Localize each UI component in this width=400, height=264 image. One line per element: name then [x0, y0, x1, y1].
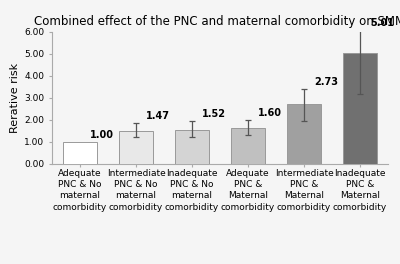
Text: 1.47: 1.47 [146, 111, 170, 121]
Text: 2.73: 2.73 [314, 77, 338, 87]
Bar [231, 129, 265, 164]
Bar [343, 53, 377, 164]
Text: 1.60: 1.60 [258, 108, 282, 118]
Y-axis label: Rerative risk: Rerative risk [10, 63, 20, 133]
Bar [287, 103, 321, 164]
Title: Combined effect of the PNC and maternal comorbidity on SMM: Combined effect of the PNC and maternal … [34, 15, 400, 28]
Text: 1.00: 1.00 [90, 130, 114, 140]
Text: 1.52: 1.52 [202, 110, 226, 119]
Text: 5.01: 5.01 [370, 18, 394, 28]
Bar [63, 142, 97, 164]
Bar [119, 131, 153, 164]
Bar [175, 130, 209, 164]
